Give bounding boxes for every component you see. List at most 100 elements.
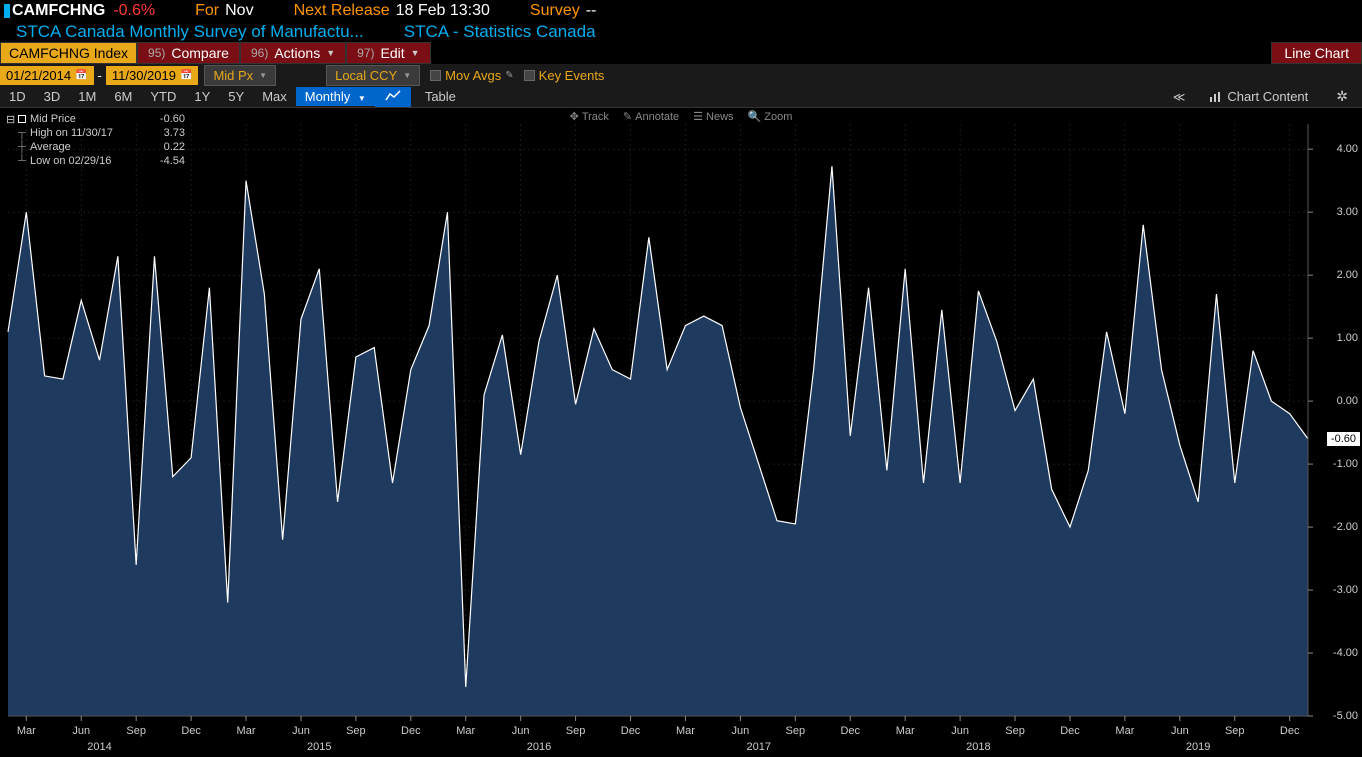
pct-change: -0.6% xyxy=(113,2,155,20)
legend-box: ⊟Mid Price-0.60 ┬High on 11/30/173.73 ┼A… xyxy=(6,112,185,168)
survey-label: Survey xyxy=(530,2,580,20)
news-tool[interactable]: ☰ News xyxy=(693,110,733,123)
x-month-label: Dec xyxy=(621,725,641,737)
range-max[interactable]: Max xyxy=(253,87,296,106)
x-month-label: Mar xyxy=(456,725,475,737)
x-month-label: Jun xyxy=(512,725,530,737)
description: STCA Canada Monthly Survey of Manufactu.… xyxy=(16,22,364,42)
x-month-label: Mar xyxy=(237,725,256,737)
range-1d[interactable]: 1D xyxy=(0,87,35,106)
legend-swatch xyxy=(18,115,26,123)
mov-avgs-toggle[interactable]: Mov Avgs ✎ xyxy=(430,68,514,83)
x-month-label: Mar xyxy=(1115,725,1134,737)
x-year-label: 2018 xyxy=(966,741,990,753)
ccy-select[interactable]: Local CCY ▼ xyxy=(326,65,420,86)
index-box[interactable]: CAMFCHNG Index xyxy=(0,42,137,64)
x-year-label: 2015 xyxy=(307,741,331,753)
chevron-down-icon: ▼ xyxy=(358,94,366,103)
x-month-label: Sep xyxy=(346,725,366,737)
x-month-label: Dec xyxy=(1060,725,1080,737)
controls-bar: 01/21/2014 📅 - 11/30/2019 📅 Mid Px ▼ Loc… xyxy=(0,64,1362,86)
range-5y[interactable]: 5Y xyxy=(219,87,253,106)
symbol: CAMFCHNG xyxy=(12,2,105,20)
compare-tab[interactable]: 95) Compare xyxy=(137,42,240,64)
chart-type-label[interactable]: Line Chart xyxy=(1271,42,1362,64)
chevron-down-icon: ▼ xyxy=(411,48,420,58)
range-3d[interactable]: 3D xyxy=(35,87,70,106)
x-month-label: Jun xyxy=(292,725,310,737)
chart-area: ⊟Mid Price-0.60 ┬High on 11/30/173.73 ┼A… xyxy=(0,108,1362,755)
x-month-label: Mar xyxy=(17,725,36,737)
range-1m[interactable]: 1M xyxy=(69,87,105,106)
checkbox-icon xyxy=(524,70,535,81)
y-tick-label: 3.00 xyxy=(1337,206,1358,218)
x-month-label: Mar xyxy=(676,725,695,737)
for-label: For xyxy=(195,2,219,20)
settings-button[interactable]: ✲ xyxy=(1322,86,1362,107)
x-month-label: Sep xyxy=(786,725,806,737)
x-month-label: Jun xyxy=(951,725,969,737)
collapse-button[interactable]: ≪ xyxy=(1163,88,1196,106)
last-value-badge: -0.60 xyxy=(1327,432,1360,446)
date-to[interactable]: 11/30/2019 📅 xyxy=(106,66,199,85)
y-tick-label: -1.00 xyxy=(1333,458,1358,470)
tab-bar: CAMFCHNG Index 95) Compare 96) Actions ▼… xyxy=(0,42,1362,64)
header-line-1: CAMFCHNG -0.6% For Nov Next Release 18 F… xyxy=(0,0,1362,21)
x-month-label: Mar xyxy=(896,725,915,737)
x-month-label: Jun xyxy=(732,725,750,737)
x-month-label: Sep xyxy=(1225,725,1245,737)
actions-tab[interactable]: 96) Actions ▼ xyxy=(240,42,346,64)
chevron-down-icon: ▼ xyxy=(403,71,411,80)
x-month-label: Sep xyxy=(566,725,586,737)
range-ytd[interactable]: YTD xyxy=(141,87,185,106)
collapse-icon[interactable]: ⊟ xyxy=(6,113,18,126)
price-select[interactable]: Mid Px ▼ xyxy=(204,65,276,86)
y-tick-label: 0.00 xyxy=(1337,395,1358,407)
x-month-label: Jun xyxy=(72,725,90,737)
line-chart[interactable] xyxy=(0,108,1362,755)
x-month-label: Dec xyxy=(1280,725,1300,737)
x-year-label: 2017 xyxy=(746,741,770,753)
x-year-label: 2019 xyxy=(1186,741,1210,753)
y-tick-label: 4.00 xyxy=(1337,143,1358,155)
y-tick-label: -2.00 xyxy=(1333,521,1358,533)
zoom-tool[interactable]: 🔍 Zoom xyxy=(748,110,793,123)
for-value: Nov xyxy=(225,2,253,20)
y-tick-label: 1.00 xyxy=(1337,332,1358,344)
range-1y[interactable]: 1Y xyxy=(185,87,219,106)
x-year-label: 2014 xyxy=(87,741,111,753)
range-monthly[interactable]: Monthly ▼ xyxy=(296,87,375,106)
chart-tools: ✥ Track ✎ Annotate ☰ News 🔍 Zoom xyxy=(570,110,793,123)
calendar-icon: 📅 xyxy=(180,70,192,81)
x-month-label: Dec xyxy=(840,725,860,737)
annotate-tool[interactable]: ✎ Annotate xyxy=(623,110,679,123)
date-from[interactable]: 01/21/2014 📅 xyxy=(0,66,94,85)
survey-value: -- xyxy=(586,2,597,20)
y-tick-label: -3.00 xyxy=(1333,584,1358,596)
edit-tab[interactable]: 97) Edit ▼ xyxy=(346,42,430,64)
chevron-down-icon: ▼ xyxy=(326,48,335,58)
y-tick-label: -5.00 xyxy=(1333,710,1358,722)
range-bar: 1D3D1M6MYTD1Y5YMax Monthly ▼ Table ≪ Cha… xyxy=(0,86,1362,108)
checkbox-icon xyxy=(430,70,441,81)
x-year-label: 2016 xyxy=(527,741,551,753)
ticker-indicator xyxy=(4,4,10,18)
chart-content-button[interactable]: Chart Content xyxy=(1195,87,1322,106)
gear-icon: ✲ xyxy=(1336,88,1348,104)
key-events-toggle[interactable]: Key Events xyxy=(524,68,605,83)
range-6m[interactable]: 6M xyxy=(105,87,141,106)
next-release-value: 18 Feb 13:30 xyxy=(396,2,490,20)
x-month-label: Sep xyxy=(1005,725,1025,737)
track-tool[interactable]: ✥ Track xyxy=(570,110,609,123)
y-tick-label: -4.00 xyxy=(1333,647,1358,659)
source: STCA - Statistics Canada xyxy=(404,22,596,42)
chevron-down-icon: ▼ xyxy=(259,71,267,80)
y-tick-label: 2.00 xyxy=(1337,269,1358,281)
table-button[interactable]: Table xyxy=(411,87,470,106)
x-month-label: Jun xyxy=(1171,725,1189,737)
x-month-label: Dec xyxy=(181,725,201,737)
header-line-2: STCA Canada Monthly Survey of Manufactu.… xyxy=(0,21,1362,42)
chart-type-icon[interactable] xyxy=(375,87,411,107)
x-month-label: Dec xyxy=(401,725,421,737)
pencil-icon: ✎ xyxy=(505,70,513,81)
